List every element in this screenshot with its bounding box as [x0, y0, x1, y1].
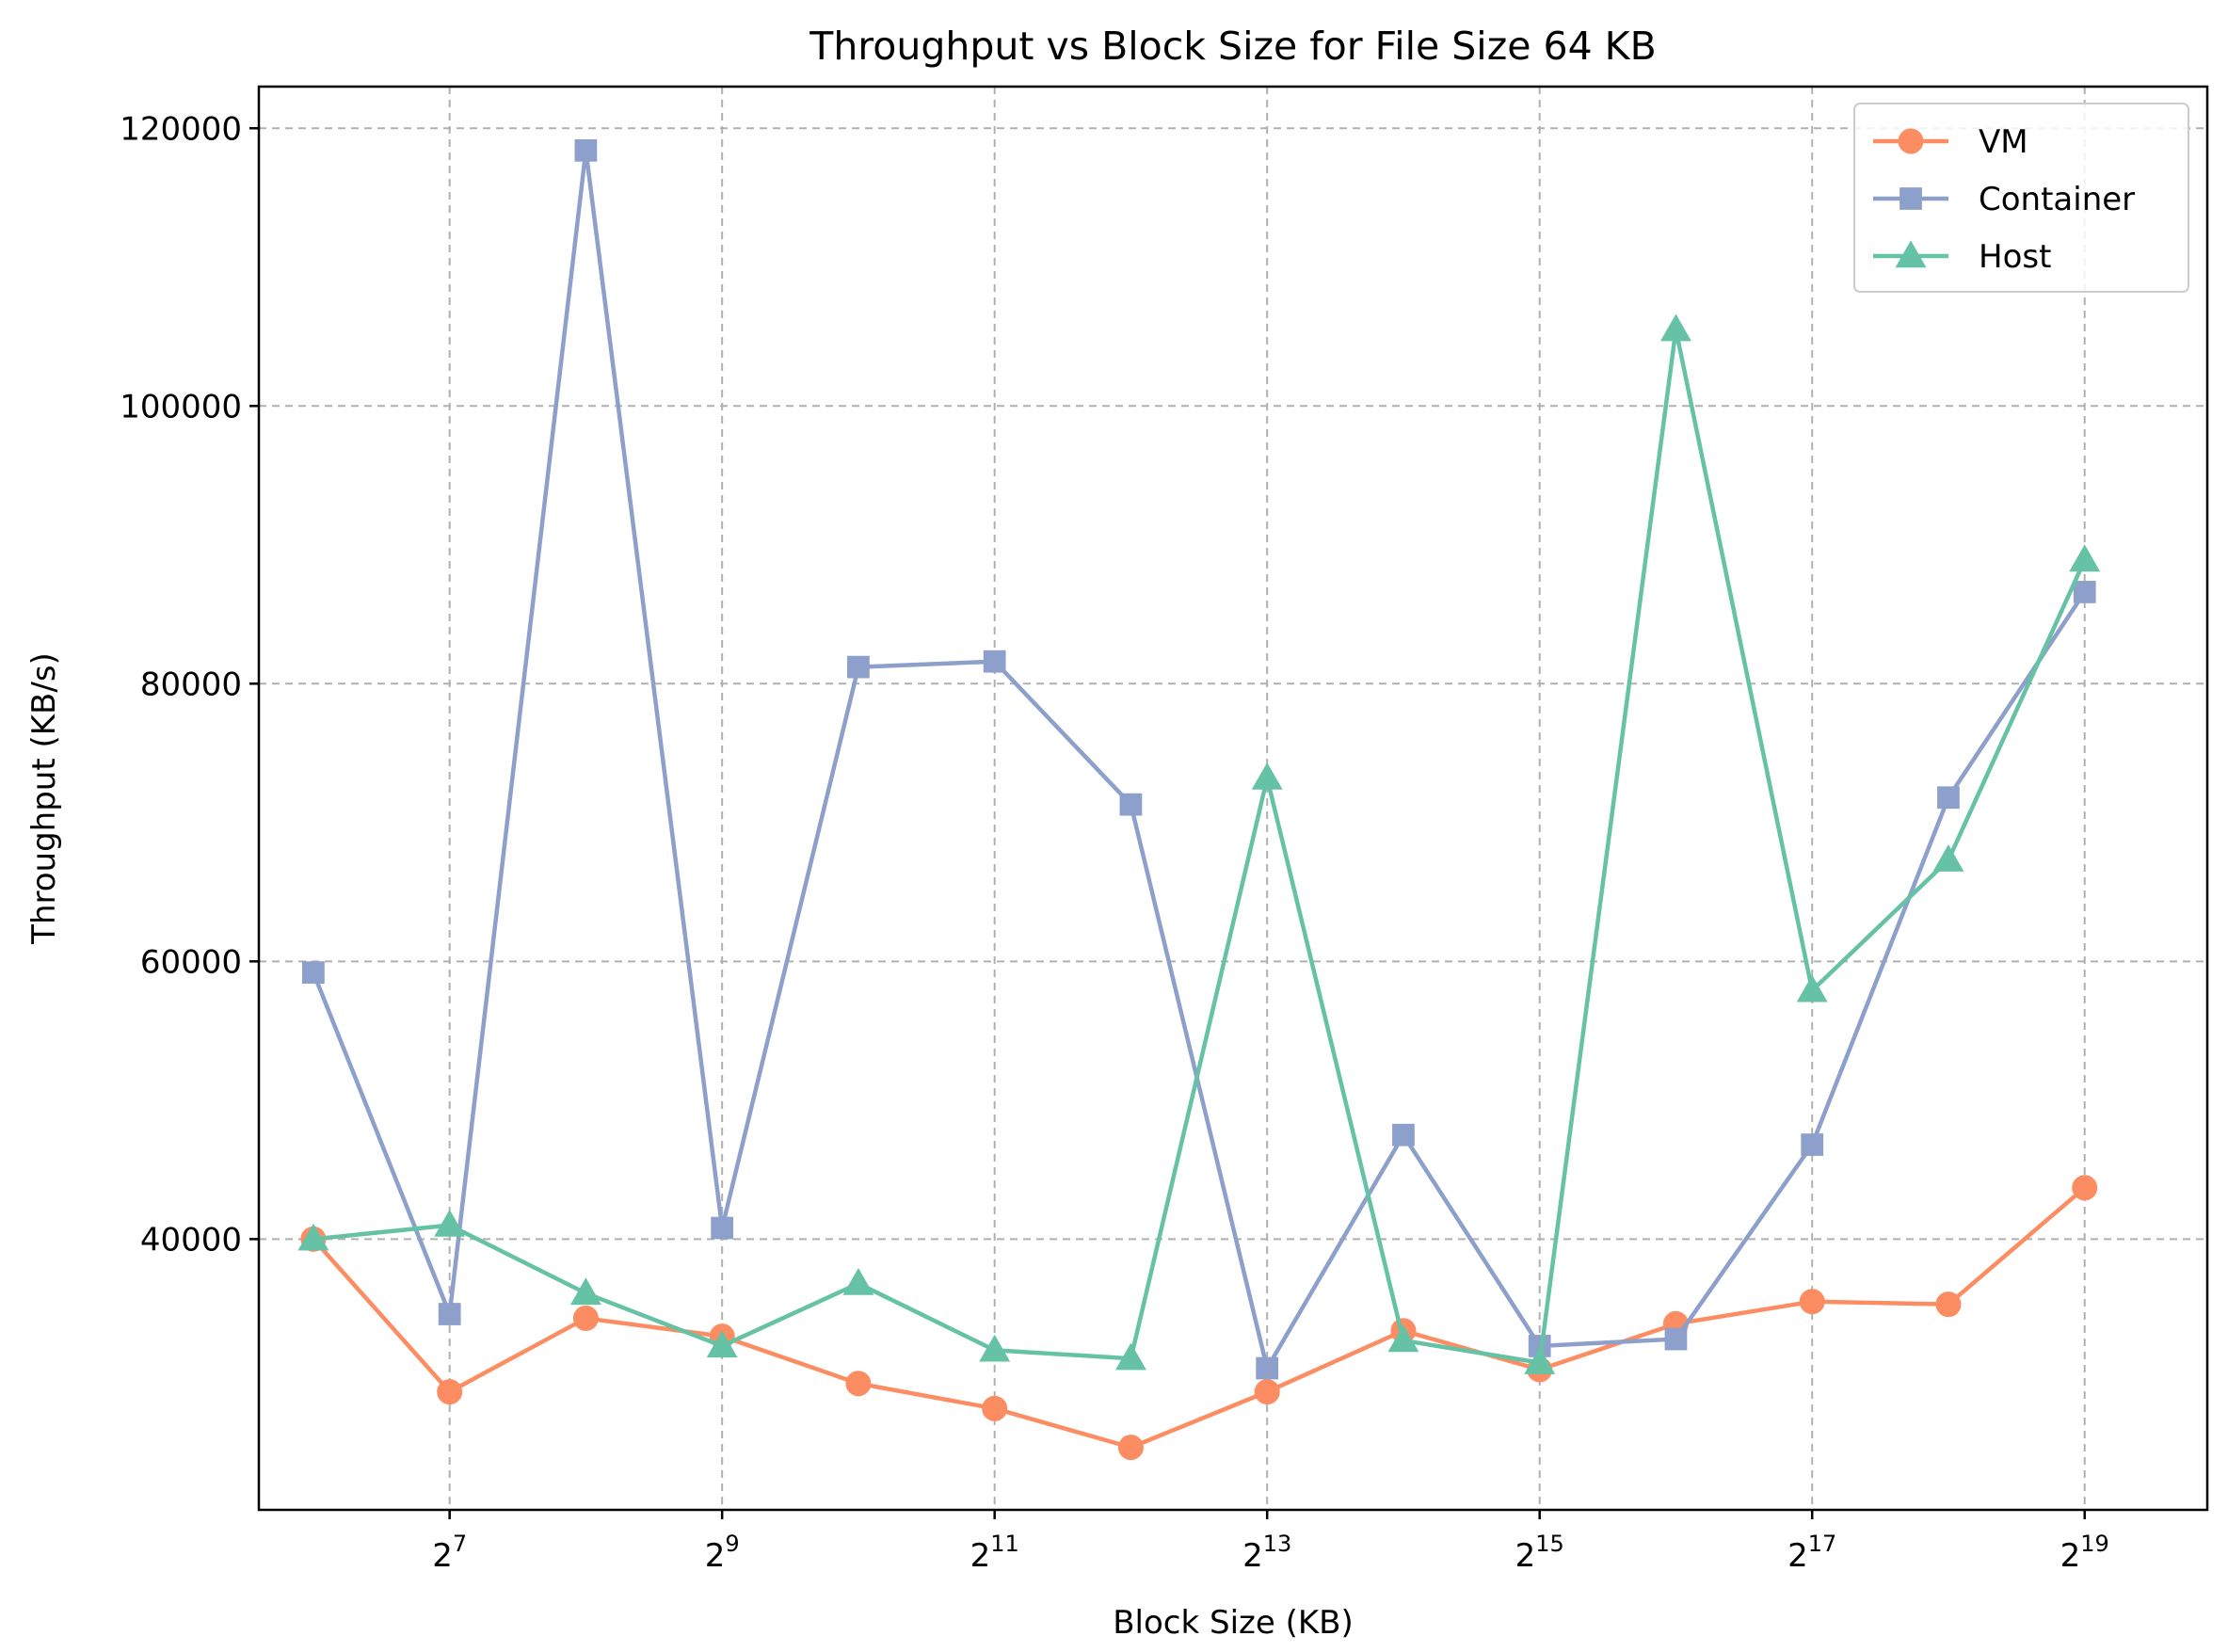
data-point: [1251, 762, 1283, 790]
series-layer: [297, 138, 2101, 1461]
data-point: [437, 1379, 463, 1405]
x-tick-label: 27: [432, 1531, 467, 1575]
data-point: [2072, 1175, 2098, 1201]
data-point: [842, 1267, 874, 1295]
data-point: [982, 1395, 1008, 1421]
legend-marker: [1899, 187, 1922, 210]
data-point: [711, 1216, 734, 1240]
legend-box: [1853, 103, 2189, 293]
legend-label: VM: [1979, 123, 2028, 161]
series-host: [297, 313, 2101, 1374]
legend: VM Container Host: [1853, 103, 2189, 293]
x-tick-label: 217: [1787, 1531, 1836, 1575]
data-point: [1664, 1327, 1688, 1351]
data-point: [1387, 1324, 1419, 1353]
data-point: [983, 650, 1006, 673]
legend-label: Host: [1979, 238, 2051, 276]
data-point: [1256, 1356, 1279, 1380]
plot-frame: [257, 85, 2209, 1512]
data-point: [847, 655, 870, 679]
series-line: [311, 148, 2087, 1371]
legend-item-vm: VM: [1873, 123, 2028, 161]
data-point: [845, 1371, 872, 1397]
data-point: [297, 1223, 329, 1251]
y-axis-title: Throughput (KB/s): [25, 652, 63, 945]
data-point: [1117, 1435, 1144, 1461]
data-point: [574, 138, 598, 162]
axes: 40000 60000 80000 100000 120000 27 29 211 213 215…: [120, 110, 2109, 1575]
data-point: [706, 1330, 738, 1358]
chart-title: Throughput vs Block Size for File Size 6…: [809, 24, 1656, 69]
data-point: [1119, 793, 1143, 816]
y-tick-label: 40000: [140, 1221, 242, 1259]
x-tick-label: 211: [970, 1531, 1019, 1575]
data-point: [2069, 544, 2101, 572]
series-line: [312, 1186, 2087, 1450]
series-line: [313, 327, 2087, 1365]
data-point: [1392, 1123, 1415, 1147]
data-point: [1932, 844, 1964, 872]
data-point: [1801, 1133, 1824, 1156]
data-point: [1659, 313, 1691, 342]
legend-marker: [1895, 240, 1927, 268]
data-point: [438, 1303, 461, 1325]
legend-item-host: Host: [1873, 238, 2051, 276]
data-point: [1254, 1379, 1280, 1405]
data-point: [1937, 786, 1960, 810]
data-point: [1796, 974, 1828, 1002]
data-point: [2073, 581, 2096, 603]
data-point: [302, 961, 325, 985]
x-tick-label: 213: [1242, 1531, 1291, 1575]
x-tick-label: 215: [1515, 1531, 1564, 1575]
data-point: [1935, 1291, 1962, 1318]
data-point: [1799, 1289, 1825, 1315]
x-tick-label: 219: [2060, 1531, 2109, 1575]
x-tick-label: 29: [705, 1531, 740, 1575]
y-tick-label: 80000: [140, 666, 242, 703]
series-container: [302, 138, 2096, 1380]
data-point: [434, 1209, 466, 1237]
data-point: [572, 1305, 599, 1331]
y-tick-label: 60000: [140, 943, 242, 981]
legend-item-container: Container: [1873, 181, 2135, 218]
data-point: [1524, 1347, 1556, 1374]
legend-label: Container: [1979, 181, 2135, 218]
x-axis-title: Block Size (KB): [1113, 1604, 1354, 1642]
y-tick-label: 100000: [120, 388, 242, 425]
y-tick-label: 120000: [120, 110, 242, 148]
legend-marker: [1898, 128, 1924, 154]
data-point: [569, 1277, 601, 1306]
data-point: [979, 1334, 1011, 1362]
data-point: [1114, 1342, 1146, 1371]
